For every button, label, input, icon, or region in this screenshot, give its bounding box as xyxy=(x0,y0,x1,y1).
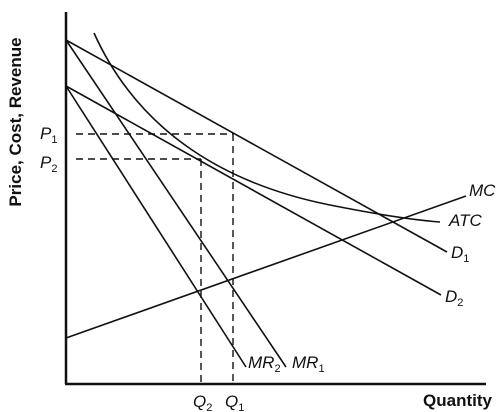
marginal-revenue-curve-mr1 xyxy=(65,39,287,368)
y-axis-title: Price, Cost, Revenue xyxy=(6,37,25,206)
curve-label-d1: D1 xyxy=(451,243,469,265)
x-axis-title: Quantity xyxy=(423,391,492,410)
quantity-label-q2: Q2 xyxy=(193,392,212,412)
marginal-cost-curve xyxy=(65,195,467,339)
price-label-p2: P2 xyxy=(40,153,57,175)
demand-curve-d1 xyxy=(65,39,448,253)
curve-label-atc: ATC xyxy=(448,211,482,230)
marginal-revenue-curve-mr2 xyxy=(65,85,247,368)
curve-label-mc: MC xyxy=(469,181,496,200)
demand-curve-d2 xyxy=(65,85,442,296)
price-label-p1: P1 xyxy=(40,124,57,146)
quantity-label-q1: Q1 xyxy=(225,392,244,412)
curve-label-mr2: MR2 xyxy=(248,353,281,375)
curve-label-d2: D2 xyxy=(445,287,463,309)
curve-label-mr1: MR1 xyxy=(292,353,325,375)
dashed-guides xyxy=(76,133,234,384)
average-total-cost-curve xyxy=(93,32,441,223)
